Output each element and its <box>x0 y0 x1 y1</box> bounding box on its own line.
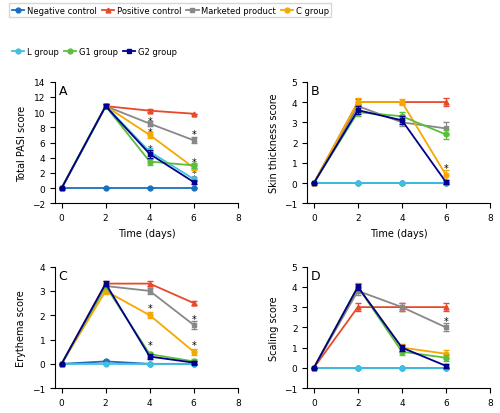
Text: *: * <box>444 164 448 173</box>
X-axis label: Time (days): Time (days) <box>118 228 175 238</box>
Y-axis label: Skin thickness score: Skin thickness score <box>268 94 278 193</box>
Text: A: A <box>58 85 67 98</box>
Text: *: * <box>148 341 152 351</box>
Legend: L group, G1 group, G2 group: L group, G1 group, G2 group <box>9 45 179 59</box>
Text: *: * <box>444 172 448 182</box>
Text: *: * <box>444 317 448 327</box>
Text: *: * <box>148 116 152 126</box>
Text: *: * <box>192 129 196 140</box>
Y-axis label: Scaling score: Scaling score <box>268 295 278 360</box>
Text: B: B <box>311 85 320 98</box>
Text: *: * <box>192 169 196 179</box>
Y-axis label: Erythema score: Erythema score <box>16 289 26 366</box>
Legend: Negative control, Positive control, Marketed product, C group: Negative control, Positive control, Mark… <box>9 4 332 18</box>
Text: C: C <box>58 269 68 282</box>
Text: *: * <box>192 341 196 351</box>
Text: *: * <box>192 157 196 168</box>
Text: *: * <box>148 128 152 138</box>
Y-axis label: Total PASI score: Total PASI score <box>16 105 26 181</box>
Text: *: * <box>192 314 196 324</box>
Text: *: * <box>148 303 152 313</box>
Text: *: * <box>192 174 196 184</box>
Text: *: * <box>148 145 152 154</box>
Text: D: D <box>311 269 320 282</box>
Text: *: * <box>192 350 196 360</box>
X-axis label: Time (days): Time (days) <box>370 228 428 238</box>
